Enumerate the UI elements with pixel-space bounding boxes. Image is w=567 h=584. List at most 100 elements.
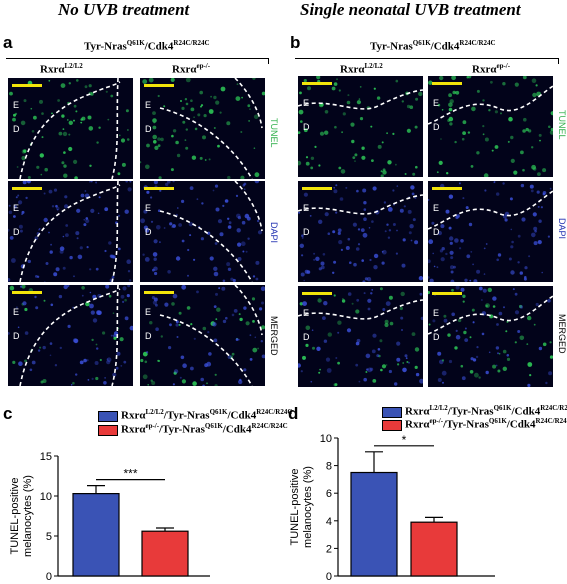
nucleus-dot (464, 338, 469, 342)
nucleus-dot (116, 351, 121, 356)
nucleus-dot (519, 271, 523, 275)
nucleus-dot (337, 228, 342, 233)
nucleus-dot (303, 128, 308, 133)
nucleus-dot (94, 361, 99, 365)
micrograph-image: ED (8, 285, 133, 386)
nucleus-dot (50, 243, 52, 246)
nucleus-dot (8, 332, 10, 335)
nucleus-dot (299, 91, 302, 95)
epidermis-dermis-boundary (159, 314, 253, 386)
nucleus-dot (102, 331, 106, 335)
nucleus-dot (152, 300, 157, 305)
nucleus-dot (181, 379, 186, 384)
bar-chart-d: 0 2 4 6 8 10 TUNEL-positivemelanocytes (%) * (289, 433, 495, 583)
nucleus-dot (406, 128, 411, 133)
nucleus-dot (231, 352, 235, 356)
nucleus-dot (352, 222, 357, 227)
nucleus-dot (65, 233, 69, 237)
nucleus-dot (227, 225, 232, 229)
nucleus-dot (60, 83, 66, 88)
nucleus-dot (13, 113, 16, 117)
nucleus-dot (376, 354, 380, 358)
nucleus-dot (534, 230, 537, 233)
nucleus-dot (488, 351, 491, 354)
nucleus-dot (249, 334, 252, 337)
nucleus-dot (358, 380, 361, 383)
nucleus-dot (353, 262, 357, 267)
nucleus-dot (386, 132, 388, 135)
nucleus-dot (200, 237, 204, 241)
nucleus-dot (33, 115, 37, 120)
nucleus-dot (208, 158, 211, 161)
panel-letter-a: a (3, 33, 13, 52)
row-label-tunel-b: TUNEL (557, 110, 567, 140)
nucleus-dot (411, 192, 415, 196)
epidermis-dermis-boundary (428, 295, 553, 335)
nucleus-dot (309, 215, 312, 217)
nucleus-dot (333, 189, 338, 194)
nucleus-dot (449, 236, 454, 241)
nucleus-dot (318, 371, 321, 374)
column-head-a-control: RxrαL2/L2 (40, 62, 83, 76)
nucleus-dot (222, 319, 227, 324)
nucleus-dot (511, 240, 514, 244)
nucleus-dot (436, 171, 439, 174)
nucleus-dot (388, 369, 392, 374)
nucleus-dot (538, 219, 542, 223)
nucleus-dot (462, 300, 465, 303)
epidermis-dermis-boundary (111, 181, 119, 282)
layer-label-dermis: D (303, 122, 310, 132)
nucleus-dot (432, 319, 436, 323)
nucleus-dot (497, 253, 502, 257)
nucleus-dot (548, 371, 553, 376)
nucleus-dot (509, 197, 513, 201)
nucleus-dot (202, 135, 206, 140)
nucleus-dot (467, 131, 471, 134)
nucleus-dot (406, 104, 411, 109)
nucleus-dot (64, 204, 69, 209)
nucleus-dot (106, 360, 111, 365)
nucleus-dot (68, 82, 71, 85)
nucleus-dot (152, 118, 157, 123)
nucleus-dot (24, 359, 27, 363)
nucleus-dot (536, 190, 540, 194)
nucleus-dot (76, 208, 81, 213)
nucleus-dot (13, 215, 16, 218)
nucleus-dot (213, 95, 217, 100)
nucleus-dot (337, 331, 340, 334)
bar-mutant (410, 521, 458, 577)
nucleus-dot (370, 125, 373, 128)
nucleus-dot (496, 192, 500, 196)
nucleus-dot (98, 196, 101, 199)
nucleus-dot (359, 117, 364, 121)
nucleus-dot (415, 372, 420, 377)
nucleus-dot (152, 268, 155, 272)
nucleus-dot (356, 338, 361, 343)
nucleus-dot (396, 229, 398, 232)
nucleus-dot (363, 377, 367, 382)
nucleus-dot (531, 146, 534, 149)
nucleus-dot (472, 358, 477, 362)
nucleus-dot (492, 296, 497, 301)
nucleus-dot (222, 204, 225, 207)
nucleus-dot (213, 305, 217, 308)
nucleus-dot (24, 331, 29, 335)
nucleus-dot (200, 105, 202, 108)
nucleus-dot (347, 237, 351, 241)
nucleus-dot (237, 216, 241, 220)
nucleus-dot (513, 170, 518, 175)
legend-swatch-control (98, 410, 118, 422)
nucleus-dot (298, 160, 302, 166)
nucleus-dot (168, 346, 172, 350)
nucleus-dot (481, 299, 483, 301)
nucleus-dot (44, 167, 48, 172)
nucleus-dot (176, 153, 181, 158)
nucleus-dot (498, 311, 503, 316)
nucleus-dot (38, 228, 40, 231)
scale-bar (302, 82, 332, 85)
nucleus-dot (379, 339, 383, 343)
nucleus-dot (215, 100, 220, 105)
column-head-b-mutant: Rxrαep-/- (472, 62, 511, 76)
